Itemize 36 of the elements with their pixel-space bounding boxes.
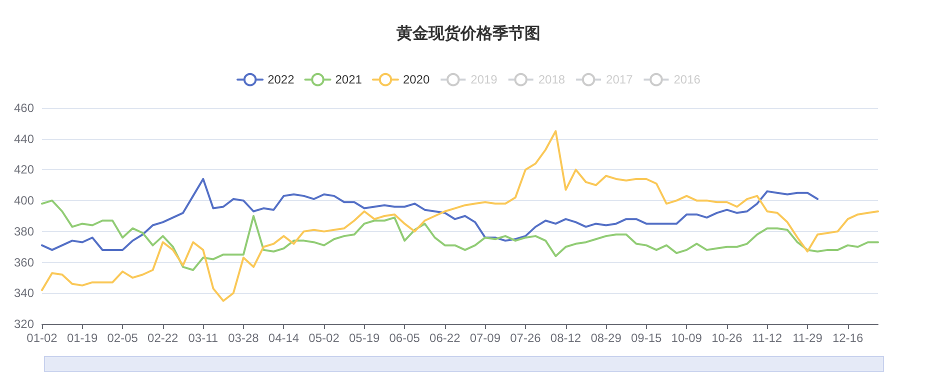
x-tick-label: 12-16 — [832, 331, 864, 345]
x-tick-label: 06-05 — [389, 331, 420, 345]
x-tick-label: 08-29 — [590, 331, 622, 345]
x-tick-label: 08-12 — [550, 331, 582, 345]
legend-label: 2021 — [335, 72, 362, 87]
y-tick-label: 360 — [14, 255, 34, 270]
x-tick-label: 05-19 — [348, 331, 380, 345]
x-tick-label: 02-22 — [148, 331, 179, 345]
x-tick-label: 02-05 — [107, 331, 138, 345]
x-tick-label: 01-02 — [26, 331, 58, 345]
chart-title: 黄金现货价格季节图 — [396, 24, 540, 42]
x-tick-label: 10-26 — [712, 331, 743, 345]
x-tick-label: 07-26 — [510, 331, 542, 345]
x-tick-label: 01-19 — [66, 331, 98, 345]
y-tick-label: 440 — [14, 132, 34, 146]
line-series — [41, 130, 879, 302]
x-tick-label: 06-22 — [430, 331, 461, 345]
x-tick-label: 05-02 — [308, 331, 340, 345]
y-tick-label: 420 — [14, 162, 34, 177]
x-tick-label: 04-14 — [268, 331, 300, 345]
x-tick-label: 11-29 — [792, 331, 823, 345]
x-tick-label: 09-15 — [630, 331, 662, 345]
x-tick-label: 07-09 — [470, 331, 501, 345]
x-tick-label: 03-11 — [188, 331, 218, 345]
y-tick-label: 320 — [14, 317, 34, 331]
line-series — [41, 200, 879, 271]
y-tick-label: 460 — [14, 101, 34, 115]
x-tick-label: 03-28 — [228, 331, 260, 345]
y-tick-label: 400 — [14, 194, 34, 208]
y-tick-label: 380 — [14, 224, 34, 238]
legend-label: 2020 — [402, 72, 430, 87]
x-tick-label: 10-09 — [671, 331, 702, 345]
y-tick-label: 340 — [14, 286, 34, 300]
legend-label: 2022 — [268, 72, 295, 87]
x-tick-label: 11-12 — [752, 331, 782, 345]
line-series — [41, 178, 819, 251]
